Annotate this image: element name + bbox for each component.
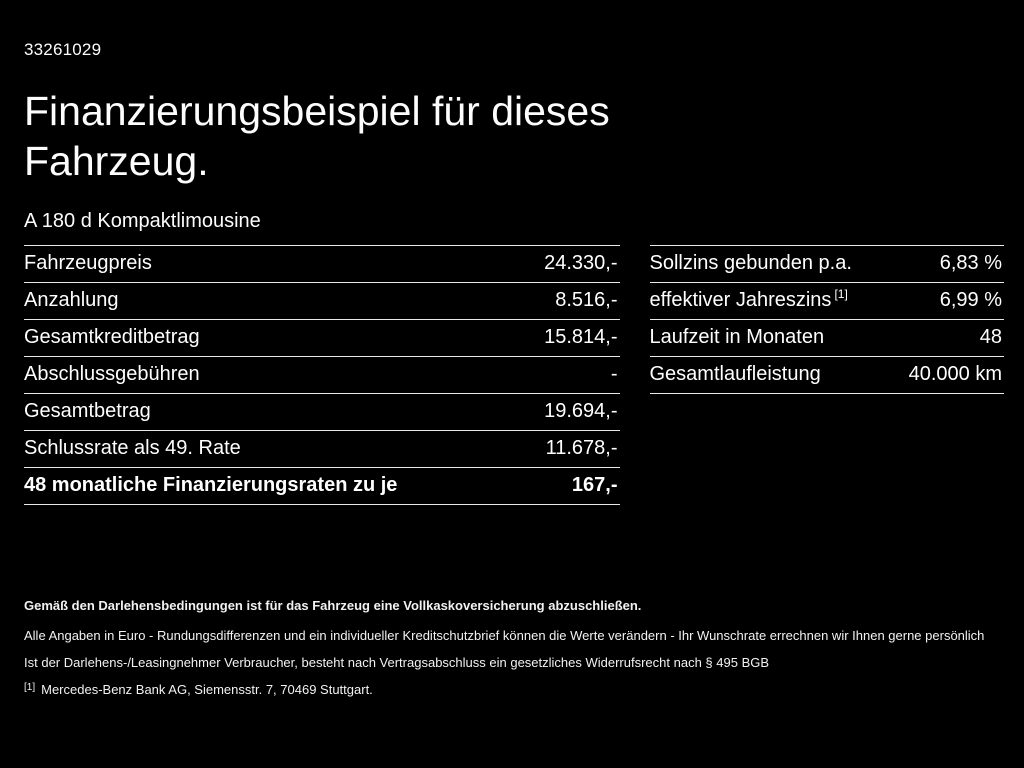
row-value: 19.694,- — [544, 400, 618, 423]
row-value: 8.516,- — [555, 289, 618, 312]
table-row-effektiver-jahreszins: effektiver Jahreszins [1] 6,99 % — [649, 283, 1004, 321]
withdrawal-right-note: Ist der Darlehens-/Leasingnehmer Verbrau… — [24, 654, 770, 670]
row-value: 6,99 % — [939, 289, 1002, 312]
table-row-gesamtbetrag: Gesamtbetrag 19.694,- — [24, 394, 620, 432]
footnote-text: Mercedes-Benz Bank AG, Siemensstr. 7, 70… — [41, 681, 373, 697]
table-row-gesamtlaufleistung: Gesamtlaufleistung 40.000 km — [649, 357, 1004, 395]
row-value: 15.814,- — [544, 326, 618, 349]
disclaimer-line: Alle Angaben in Euro - Rundungsdifferenz… — [24, 627, 985, 643]
row-value: 167,- — [571, 474, 618, 497]
footnote-marker: [1] — [24, 681, 36, 693]
row-value: 6,83 % — [939, 252, 1002, 275]
financing-tables: Fahrzeugpreis 24.330,- Anzahlung 8.516,-… — [24, 245, 1004, 506]
row-value: 11.678,- — [545, 437, 618, 460]
vehicle-model-name: A 180 d Kompaktlimousine — [24, 210, 261, 233]
footnote-reference: [1] — [834, 287, 848, 302]
row-label: Gesamtkreditbetrag — [24, 326, 200, 349]
row-label: Fahrzeugpreis — [24, 252, 152, 275]
table-row-gesamtkreditbetrag: Gesamtkreditbetrag 15.814,- — [24, 320, 620, 358]
table-row-sollzins: Sollzins gebunden p.a. 6,83 % — [649, 246, 1004, 284]
row-label: Gesamtlaufleistung — [649, 363, 821, 386]
table-row-anzahlung: Anzahlung 8.516,- — [24, 283, 620, 321]
insurance-requirement-note: Gemäß den Darlehensbedingungen ist für d… — [24, 598, 642, 613]
row-label: Schlussrate als 49. Rate — [24, 437, 241, 460]
row-label: Anzahlung — [24, 289, 119, 312]
table-row-monatsrate: 48 monatliche Finanzierungsraten zu je 1… — [24, 468, 620, 506]
table-row-laufzeit: Laufzeit in Monaten 48 — [649, 320, 1004, 358]
row-label: effektiver Jahreszins [1] — [649, 287, 848, 312]
row-label: Sollzins gebunden p.a. — [649, 252, 852, 275]
table-row-abschlussgebuehren: Abschlussgebühren - — [24, 357, 620, 395]
row-label: Gesamtbetrag — [24, 400, 151, 423]
row-label: Laufzeit in Monaten — [649, 326, 825, 349]
table-row-fahrzeugpreis: Fahrzeugpreis 24.330,- — [24, 246, 620, 284]
legal-footer: Gemäß den Darlehensbedingungen ist für d… — [24, 598, 1000, 697]
row-label: Abschlussgebühren — [24, 363, 200, 386]
row-label: 48 monatliche Finanzierungsraten zu je — [24, 474, 398, 497]
financing-amounts-table: Fahrzeugpreis 24.330,- Anzahlung 8.516,-… — [24, 245, 620, 506]
row-value: 40.000 km — [908, 363, 1002, 386]
row-value: 24.330,- — [544, 252, 618, 275]
financing-conditions-table: Sollzins gebunden p.a. 6,83 % effektiver… — [649, 245, 1004, 395]
vehicle-id-number: 33261029 — [24, 40, 102, 59]
bank-footnote: [1] Mercedes-Benz Bank AG, Siemensstr. 7… — [24, 682, 1000, 697]
row-value: - — [610, 363, 618, 386]
page-title: Finanzierungsbeispiel für dieses Fahrzeu… — [24, 88, 610, 185]
row-value: 48 — [979, 326, 1002, 349]
table-row-schlussrate: Schlussrate als 49. Rate 11.678,- — [24, 431, 620, 469]
